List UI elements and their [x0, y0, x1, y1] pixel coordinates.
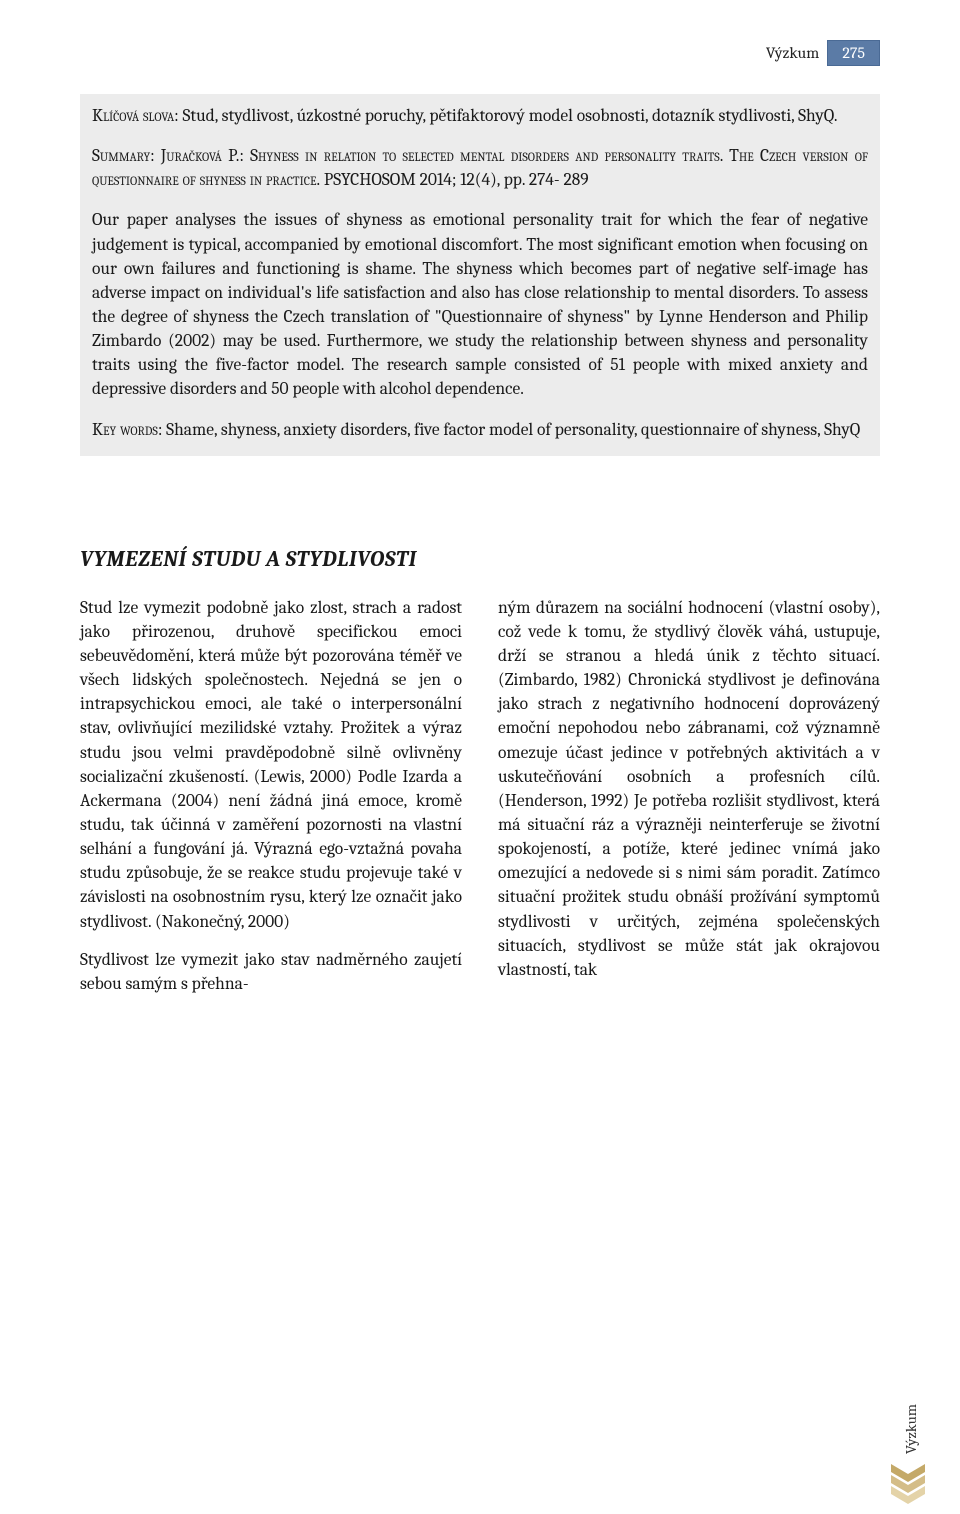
col1-paragraph-1: Stud lze vymezit podobně jako zlost, str…	[80, 596, 462, 934]
col1-paragraph-2: Stydlivost lze vymezit jako stav nadměrn…	[80, 948, 462, 996]
summary-label: Summary	[92, 146, 150, 166]
side-section-label: Výzkum	[902, 1404, 920, 1454]
summary-author: : Juračková P.	[150, 146, 239, 166]
chevron-icon	[891, 1464, 925, 1504]
keywords-text: : Stud, stydlivost, úzkostné poruchy, pě…	[174, 106, 837, 126]
page-number: 275	[827, 40, 880, 66]
key-words-paragraph: Key words: Shame, shyness, anxiety disor…	[92, 418, 868, 442]
chevron-ornament	[891, 1464, 925, 1504]
keywords-paragraph: Klíčová slova: Stud, stydlivost, úzkostn…	[92, 104, 868, 128]
keywords-label: Klíčová slova	[92, 106, 174, 126]
page-header: Výzkum 275	[80, 40, 880, 66]
key-words-label: Key words	[92, 420, 158, 440]
body-columns: Stud lze vymezit podobně jako zlost, str…	[80, 596, 880, 1010]
abstract-block: Klíčová slova: Stud, stydlivost, úzkostn…	[80, 94, 880, 456]
section-heading: VYMEZENÍ STUDU A STYDLIVOSTI	[80, 546, 880, 572]
summary-heading-paragraph: Summary: Juračková P.: Shyness in relati…	[92, 144, 868, 192]
col2-paragraph-1: ným důrazem na sociální hodnocení (vlast…	[498, 596, 880, 982]
key-words-text: : Shame, shyness, anxiety disorders, fiv…	[158, 420, 860, 440]
column-right: ným důrazem na sociální hodnocení (vlast…	[498, 596, 880, 1010]
summary-body: Our paper analyses the issues of shyness…	[92, 208, 868, 401]
column-left: Stud lze vymezit podobně jako zlost, str…	[80, 596, 462, 1010]
header-section-label: Výzkum	[766, 44, 819, 62]
summary-citation: PSYCHOSOM 2014; 12(4), pp. 274- 289	[320, 170, 589, 190]
